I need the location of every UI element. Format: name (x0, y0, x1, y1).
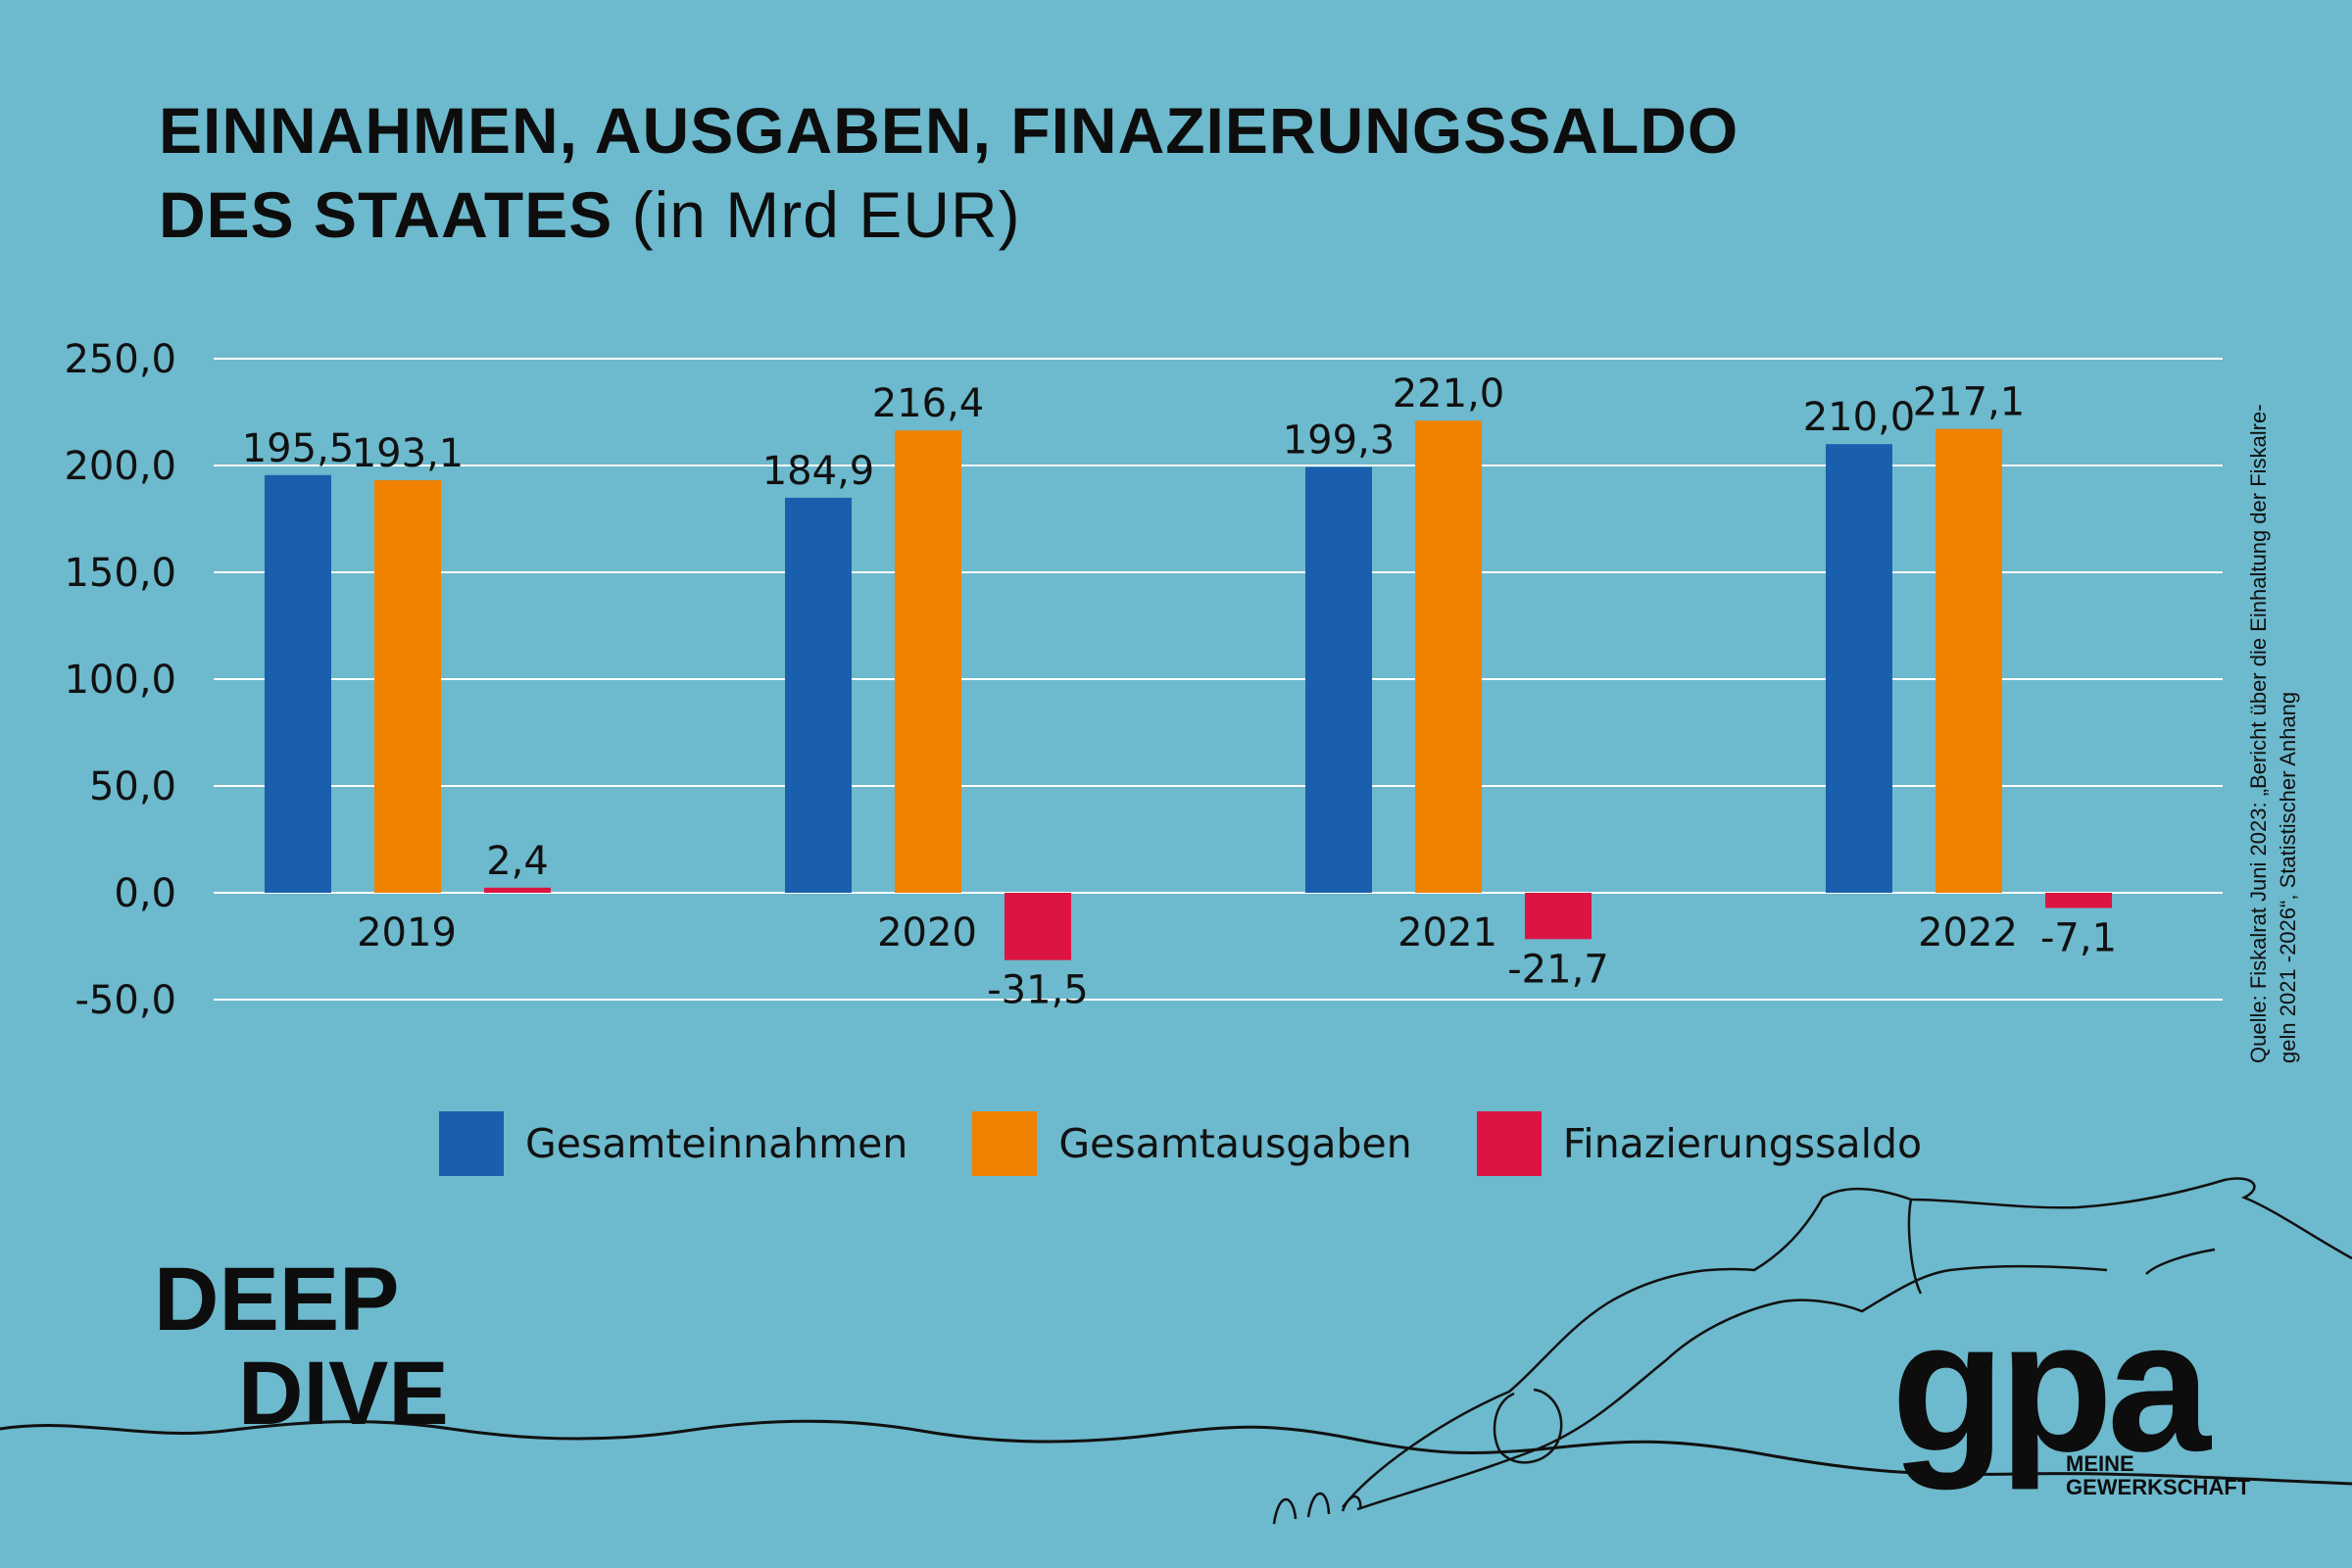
legend-item-finazierungssaldo: Finazierungssaldo (1476, 1111, 1923, 1176)
bar-finazierungssaldo-2021 (1525, 893, 1592, 940)
y-tick-label: 100,0 (64, 658, 176, 703)
legend-label-gesamteinnahmen: Gesamteinnahmen (525, 1120, 908, 1167)
data-label: 199,3 (1283, 418, 1396, 464)
legend-item-gesamteinnahmen: Gesamteinnahmen (439, 1111, 907, 1176)
bar-gesamteinnahmen-2020 (785, 497, 852, 893)
chart-title: EINNAHMEN, AUSGABEN, FINAZIERUNGSSALDO D… (159, 88, 1739, 257)
legend-item-gesamtausgaben: Gesamtausgaben (972, 1111, 1412, 1176)
legend-label-gesamtausgaben: Gesamtausgaben (1058, 1120, 1412, 1167)
deep-dive-brand: DEEP DIVE (154, 1252, 449, 1441)
gpa-logo-subtitle: MEINE GEWERKSCHAFT (2066, 1452, 2250, 1499)
y-tick-label: 200,0 (64, 444, 176, 489)
bar-gesamteinnahmen-2021 (1305, 466, 1372, 893)
x-category-label: 2020 (877, 910, 977, 956)
data-label: -7,1 (2040, 915, 2117, 960)
title-unit: (in Mrd EUR) (631, 178, 1021, 251)
brand-line-2: DIVE (238, 1344, 449, 1444)
water-wave-line (0, 1419, 2352, 1486)
title-bold: DES STAATES (159, 178, 613, 251)
swimmer-outline (1342, 1177, 2352, 1508)
brand-line-1: DEEP (154, 1250, 400, 1349)
y-tick-label: 150,0 (64, 551, 176, 596)
bar-gesamteinnahmen-2022 (1826, 444, 1892, 893)
data-label: 195,5 (242, 426, 355, 471)
data-label: 2,4 (486, 839, 549, 884)
logo-sub-line-2: GEWERKSCHAFT (2066, 1475, 2251, 1499)
x-category-label: 2022 (1918, 910, 2018, 956)
title-line-2: DES STAATES (in Mrd EUR) (159, 172, 1739, 257)
legend-swatch-gesamtausgaben (972, 1111, 1038, 1176)
swimmer-hand (1493, 1388, 1563, 1464)
data-label: 216,4 (872, 381, 985, 426)
legend-swatch-gesamteinnahmen (439, 1111, 504, 1176)
swimmer-leg (1907, 1199, 2216, 1295)
bar-gesamtausgaben-2020 (895, 430, 961, 893)
legend-label-finazierungssaldo: Finazierungssaldo (1562, 1120, 1923, 1167)
data-label: 210,0 (1803, 395, 1916, 440)
title-line-1: EINNAHMEN, AUSGABEN, FINAZIERUNGSSALDO (159, 94, 1740, 167)
swimmer-body-lower (1356, 1264, 2108, 1511)
y-tick-label: -50,0 (75, 978, 177, 1023)
data-label: 217,1 (1913, 380, 2026, 425)
legend-swatch-finazierungssaldo (1476, 1111, 1542, 1176)
bar-gesamtausgaben-2019 (374, 480, 441, 893)
legend: Gesamteinnahmen Gesamtausgaben Finazieru… (439, 1111, 1986, 1176)
y-tick-label: 250,0 (64, 337, 176, 382)
logo-sub-line-1: MEINE (2066, 1451, 2134, 1476)
gpa-logo: gpa (1891, 1283, 2211, 1491)
x-category-label: 2021 (1397, 910, 1497, 956)
data-label: -21,7 (1507, 947, 1609, 992)
data-label: 221,0 (1393, 371, 1505, 416)
y-tick-label: 0,0 (114, 871, 176, 916)
bar-finazierungssaldo-2022 (2045, 893, 2112, 908)
data-label: -31,5 (987, 968, 1089, 1013)
y-tick-label: 50,0 (89, 764, 176, 809)
bar-finazierungssaldo-2020 (1004, 893, 1071, 960)
data-label: 193,1 (352, 431, 465, 476)
bar-gesamtausgaben-2022 (1936, 428, 2002, 893)
bar-gesamteinnahmen-2019 (265, 474, 331, 893)
bar-gesamtausgaben-2021 (1415, 420, 1482, 893)
x-category-label: 2019 (357, 910, 457, 956)
data-label: 184,9 (762, 449, 875, 494)
swimmer-fingers (1272, 1493, 1362, 1525)
bar-finazierungssaldo-2019 (484, 887, 551, 893)
